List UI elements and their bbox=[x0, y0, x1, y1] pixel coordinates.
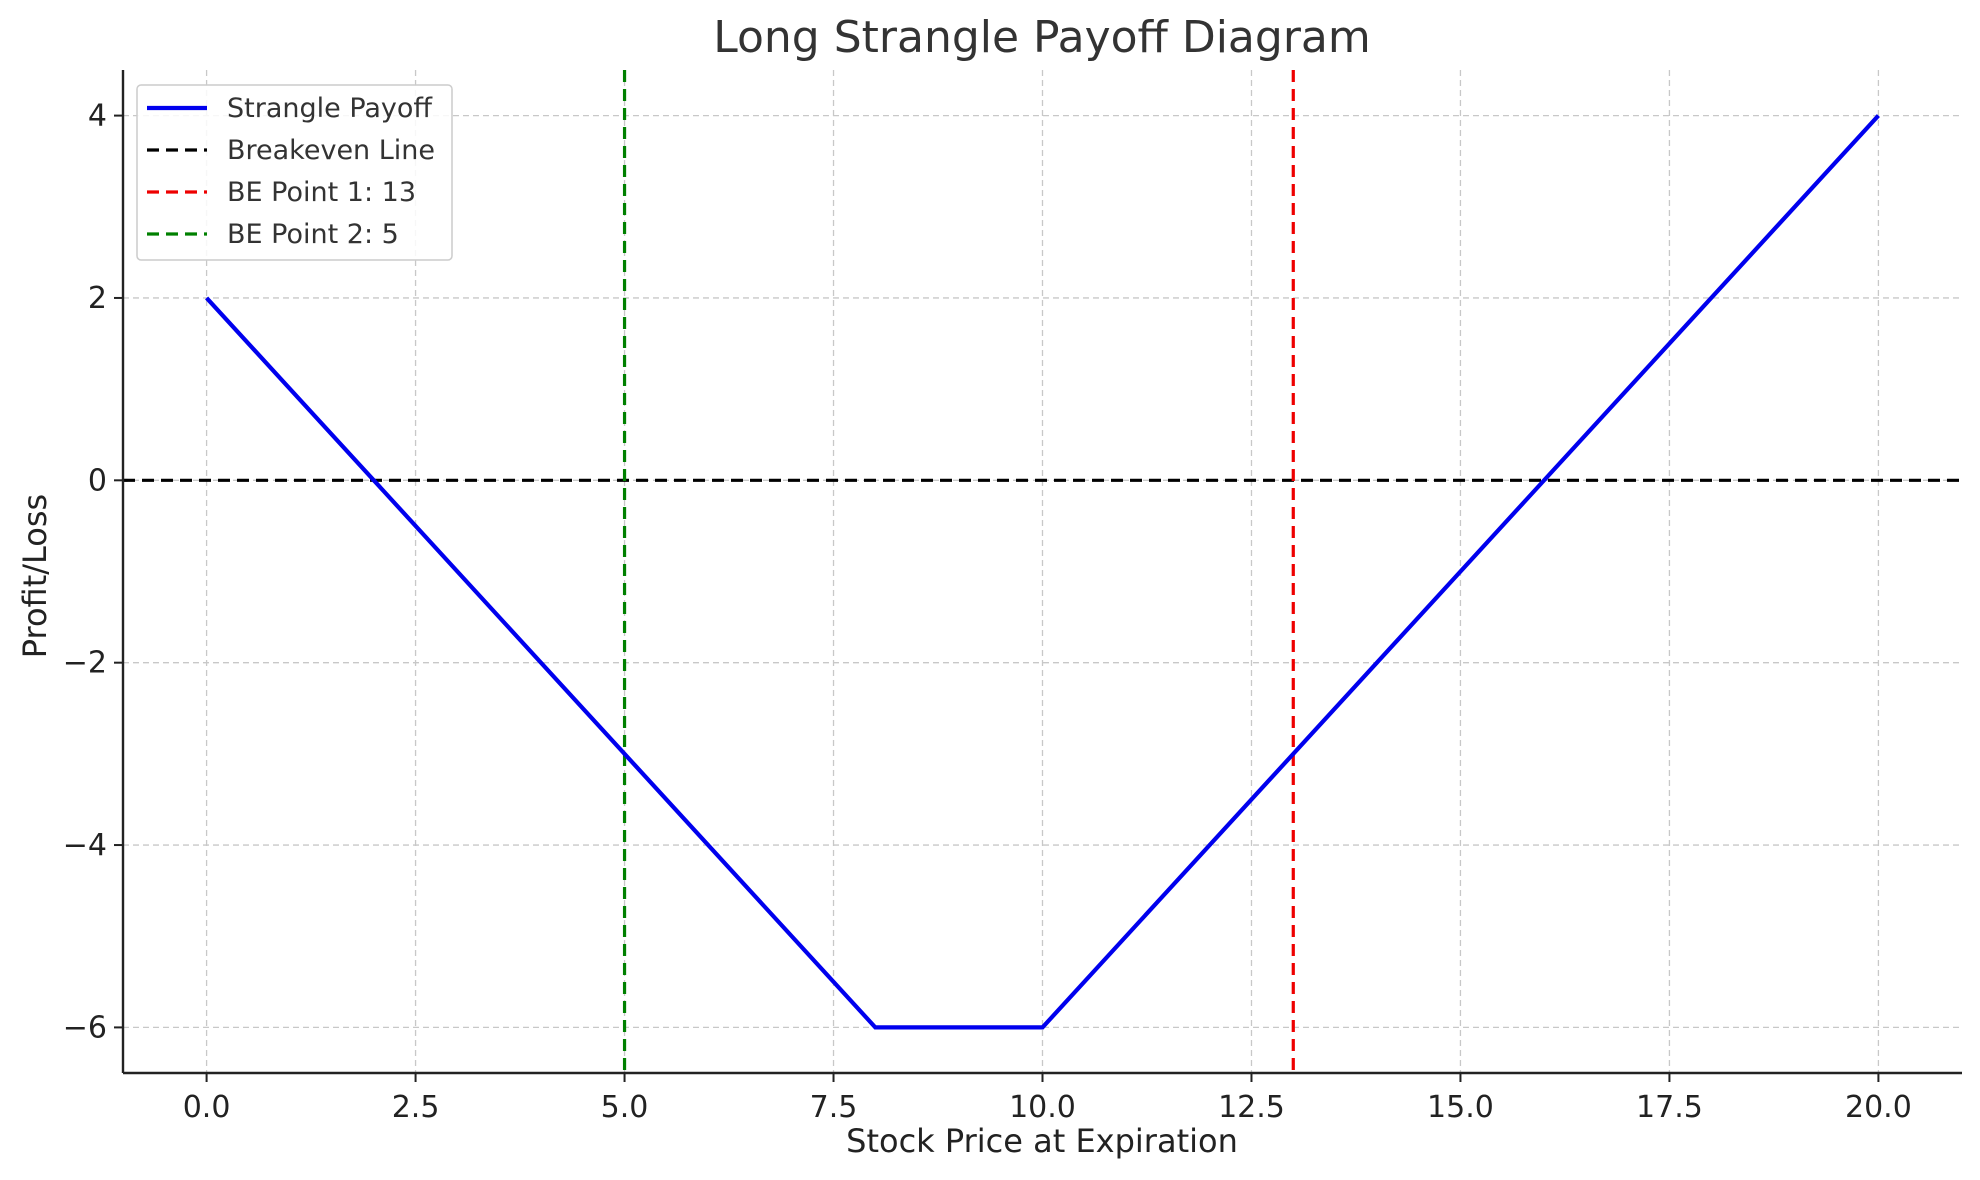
x-ticks: 0.0 2.5 5.0 7.5 10.0 12.5 15.0 17.5 20.0 bbox=[183, 1073, 1912, 1125]
x-tick-label: 0.0 bbox=[183, 1090, 231, 1125]
x-tick-label: 12.5 bbox=[1218, 1090, 1285, 1125]
legend-frame bbox=[136, 84, 453, 261]
y-tick-label: 0 bbox=[88, 463, 107, 498]
y-tick-label: 2 bbox=[88, 281, 107, 316]
y-axis-label: Profit/Loss bbox=[16, 494, 54, 658]
series-layer bbox=[205, 114, 1880, 1030]
legend-label: BE Point 1: 13 bbox=[227, 177, 416, 208]
y-tick-label: −2 bbox=[63, 646, 107, 681]
legend-label: Strangle Payoff bbox=[227, 93, 433, 124]
x-tick-label: 17.5 bbox=[1636, 1090, 1703, 1125]
legend: Strangle Payoff Breakeven Line BE Point 1:… bbox=[136, 84, 453, 261]
y-ticks: −6 −4 −2 0 2 4 bbox=[63, 99, 123, 1045]
x-tick-label: 2.5 bbox=[392, 1090, 440, 1125]
x-axis-label: Stock Price at Expiration bbox=[846, 1122, 1238, 1160]
strangle-payoff-line bbox=[205, 114, 1880, 1030]
x-tick-label: 20.0 bbox=[1845, 1090, 1912, 1125]
x-tick-label: 10.0 bbox=[1009, 1090, 1076, 1125]
y-tick-label: −4 bbox=[63, 828, 107, 863]
y-tick-label: 4 bbox=[88, 99, 107, 134]
reference-lines bbox=[123, 70, 1962, 1073]
legend-label: Breakeven Line bbox=[227, 135, 435, 166]
legend-label: BE Point 2: 5 bbox=[227, 219, 399, 250]
x-tick-label: 15.0 bbox=[1427, 1090, 1494, 1125]
grid bbox=[123, 70, 1962, 1073]
chart-title: Long Strangle Payoff Diagram bbox=[713, 12, 1371, 63]
x-tick-label: 7.5 bbox=[810, 1090, 858, 1125]
y-tick-label: −6 bbox=[63, 1010, 107, 1045]
x-tick-label: 5.0 bbox=[601, 1090, 649, 1125]
